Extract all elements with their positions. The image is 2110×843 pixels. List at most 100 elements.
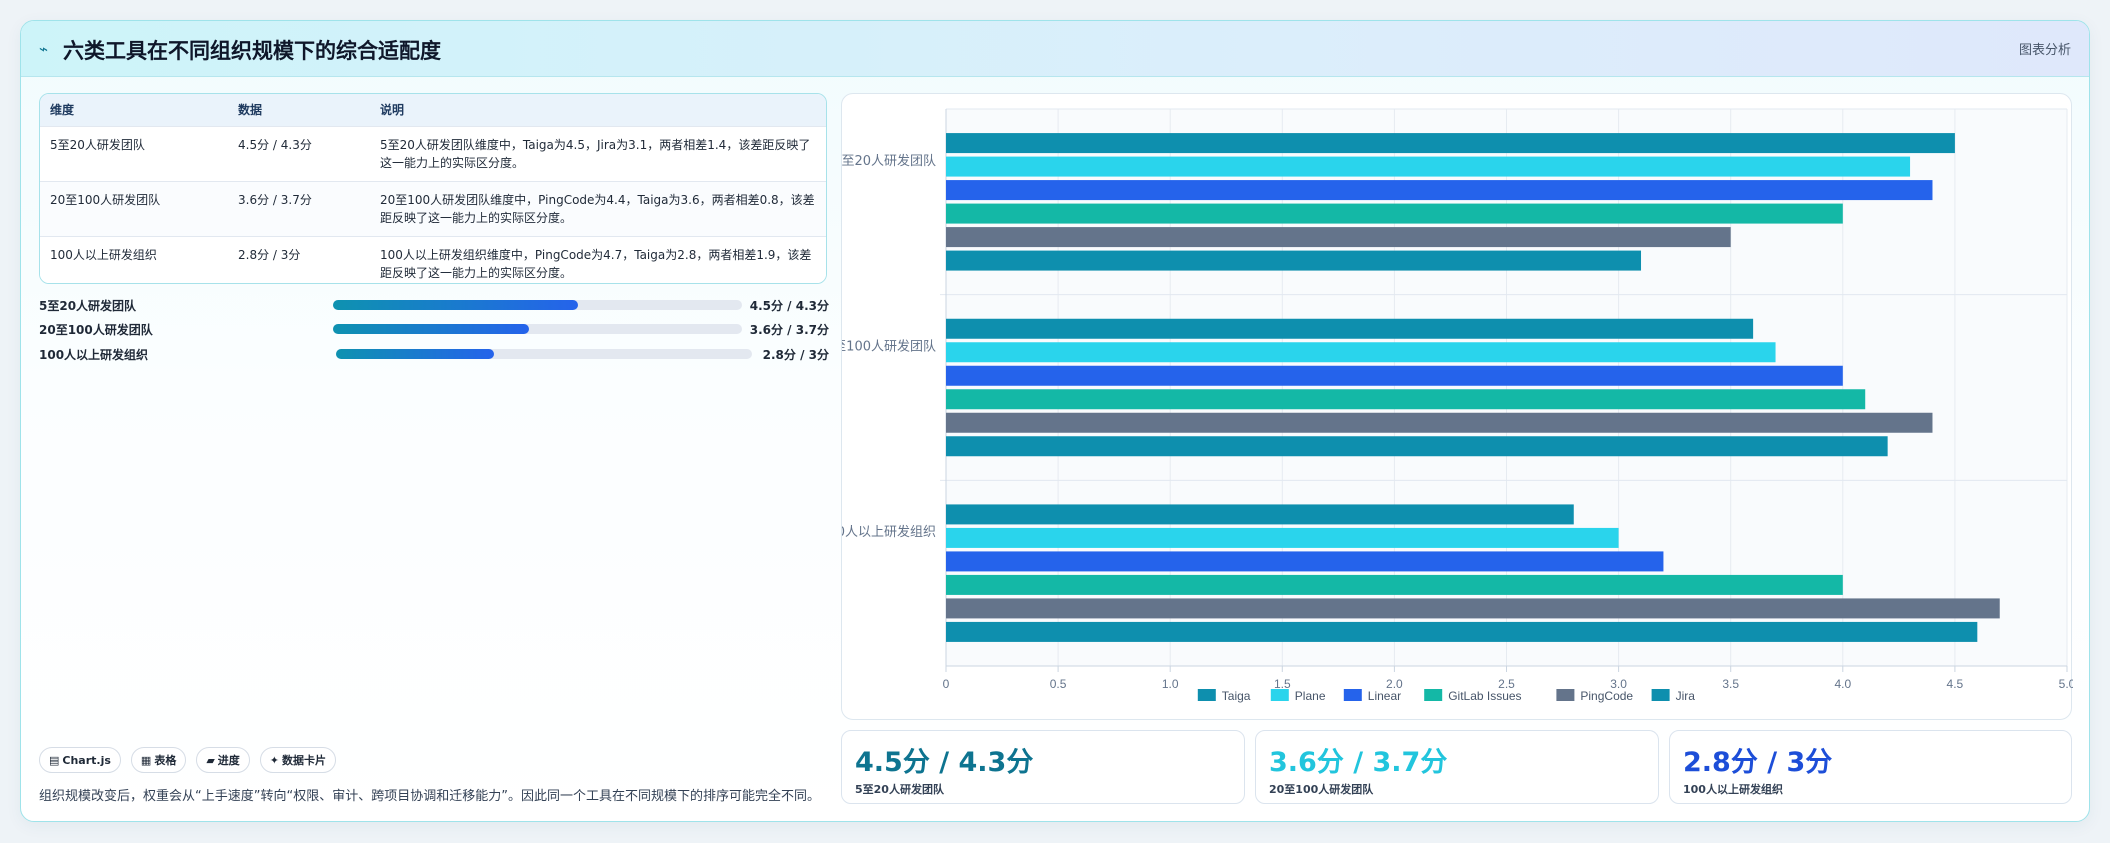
x-tick-label: 0.5 (1050, 677, 1067, 691)
progress-value: 2.8分 / 3分 (762, 348, 829, 362)
chart-panel: 0 0.5 1.0 1.5 2.0 2.5 3.0 3.5 4.0 4.5 5.0 5至20人研发团队… (841, 93, 2073, 720)
tag-progress[interactable]: ▰ 进度 (196, 747, 250, 773)
tag-table[interactable]: ▦ 表格 (130, 747, 187, 773)
bar (946, 621, 1978, 642)
legend-swatch (1343, 689, 1362, 701)
bar (946, 365, 1843, 386)
legend-label: GitLab Issues (1448, 689, 1521, 703)
legend-label: Taiga (1222, 689, 1251, 703)
bar (946, 574, 1843, 595)
x-tick-label: 4.0 (1834, 677, 1851, 691)
table-cell: 100人以上研发组织维度中，PingCode为4.7，Taiga为2.8，两者相… (370, 235, 826, 283)
chart-icon: ▤ (49, 753, 60, 767)
table-cell: 20至100人研发团队维度中，PingCode为4.4，Taiga为3.6，两者… (370, 180, 826, 236)
x-tick-label: 0 (943, 677, 950, 691)
bar (946, 436, 1888, 457)
stat-label: 20至100人研发团队 (1269, 783, 1374, 796)
progress-label: 100人以上研发组织 (39, 348, 149, 362)
tag-label: 数据卡片 (282, 754, 327, 767)
stat-card: 4.5分 / 4.3分 5至20人研发团队 (841, 730, 1245, 804)
stat-value: 3.6分 / 3.7分 (1269, 747, 1448, 778)
legend-swatch (1270, 689, 1289, 701)
stat-label: 5至20人研发团队 (855, 783, 944, 796)
legend-swatch (1197, 689, 1216, 701)
bar (946, 133, 1955, 154)
column-header: 说明 (380, 103, 405, 118)
tag-label: 进度 (217, 754, 240, 767)
legend-swatch (1424, 689, 1443, 701)
stat-card: 2.8分 / 3分 100人以上研发组织 (1669, 730, 2072, 804)
chart-analysis-link[interactable]: 图表分析 (2018, 43, 2071, 58)
bar (946, 250, 1642, 271)
legend-label: Plane (1295, 689, 1326, 703)
progress-row: 20至100人研发团队 3.6分 / 3.7分 (39, 319, 829, 339)
table-cell: 3.6分 / 3.7分 (228, 180, 370, 236)
progress-track (336, 349, 752, 359)
bar (946, 389, 1866, 410)
column-header: 数据 (238, 103, 263, 118)
legend-label: PingCode (1580, 689, 1633, 703)
data-table: 维度 数据 说明 5至20人研发团队 4.5分 / 4.3分 5至20人研发团队… (39, 93, 827, 284)
table-cell: 2.8分 / 3分 (228, 235, 370, 283)
tag-data-cards[interactable]: ✦ 数据卡片 (259, 747, 337, 773)
table-cell: 4.5分 / 4.3分 (228, 125, 370, 181)
summary-note: 组织规模改变后，权重会从“上手速度”转向“权限、审计、跨项目协调和迁移能力”。因… (39, 789, 820, 804)
bar (946, 203, 1843, 224)
stat-value: 4.5分 / 4.3分 (855, 747, 1034, 778)
sparkle-icon: ✦ (269, 753, 280, 767)
stat-value: 2.8分 / 3分 (1683, 747, 1833, 778)
bar (946, 156, 1911, 177)
page-title: 六类工具在不同组织规模下的综合适配度 (63, 39, 441, 63)
legend-swatch (1556, 689, 1575, 701)
bar (946, 342, 1776, 363)
bar (946, 412, 1933, 433)
table-cell: 5至20人研发团队 (40, 125, 228, 181)
x-tick-label: 3.0 (1610, 677, 1627, 691)
bar (946, 598, 2000, 619)
table-header-row: 维度 数据 说明 (40, 94, 826, 126)
progress-track (333, 324, 742, 334)
table-cell: 100人以上研发组织 (40, 235, 228, 283)
progress-label: 20至100人研发团队 (39, 323, 153, 337)
tag-chartjs[interactable]: ▤ Chart.js (39, 747, 121, 773)
x-tick-label: 2.0 (1386, 677, 1403, 691)
y-tick-label: 20至100人研发团队 (842, 339, 936, 355)
x-tick-label: 1.0 (1162, 677, 1179, 691)
legend-label: Jira (1676, 689, 1696, 703)
bar-chart: 0 0.5 1.0 1.5 2.0 2.5 3.0 3.5 4.0 4.5 5.0 5至20人研发团队… (842, 108, 2073, 703)
chart-trend-icon: ⌁ (39, 40, 49, 58)
table-row: 5至20人研发团队 4.5分 / 4.3分 5至20人研发团队维度中，Taiga… (40, 125, 826, 181)
progress-icon: ▰ (206, 753, 215, 767)
legend-swatch (1651, 689, 1670, 701)
dashboard-card: ⌁ 六类工具在不同组织规模下的综合适配度 图表分析 维度 数据 说明 5至20人… (20, 20, 2090, 822)
tag-label: 表格 (154, 754, 177, 767)
y-tick-label: 100人以上研发组织 (842, 524, 936, 540)
table-row: 20至100人研发团队 3.6分 / 3.7分 20至100人研发团队维度中，P… (40, 180, 826, 236)
progress-row: 5至20人研发团队 4.5分 / 4.3分 (39, 295, 829, 315)
card-header: ⌁ 六类工具在不同组织规模下的综合适配度 图表分析 (21, 21, 2089, 77)
progress-value: 4.5分 / 4.3分 (749, 299, 829, 313)
stat-label: 100人以上研发组织 (1683, 783, 1783, 796)
bar (946, 527, 1619, 548)
x-tick-label: 4.5 (1947, 677, 1964, 691)
table-row: 100人以上研发组织 2.8分 / 3分 100人以上研发组织维度中，PingC… (40, 235, 826, 283)
bar (946, 551, 1664, 572)
tag-label: Chart.js (62, 753, 111, 767)
feature-tags: ▤ Chart.js ▦ 表格 ▰ 进度 ✦ 数据卡片 (39, 747, 337, 773)
bar (946, 318, 1754, 339)
x-tick-label: 3.5 (1722, 677, 1739, 691)
progress-row: 100人以上研发组织 2.8分 / 3分 (39, 344, 829, 364)
table-cell: 20至100人研发团队 (40, 180, 228, 236)
progress-label: 5至20人研发团队 (39, 299, 137, 313)
x-tick-label: 5.0 (2059, 677, 2073, 691)
table-icon: ▦ (140, 753, 152, 767)
y-tick-label: 5至20人研发团队 (842, 153, 936, 169)
x-tick-label: 2.5 (1498, 677, 1515, 691)
progress-fill (333, 300, 579, 310)
progress-track (333, 300, 742, 310)
progress-fill (336, 349, 495, 359)
progress-value: 3.6分 / 3.7分 (749, 323, 829, 337)
bar (946, 504, 1574, 525)
bar (946, 227, 1731, 248)
legend-label: Linear (1368, 689, 1401, 703)
